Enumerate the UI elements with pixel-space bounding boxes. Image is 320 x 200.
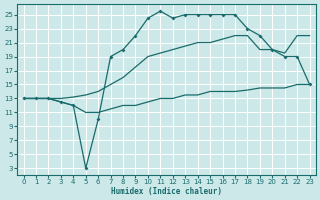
X-axis label: Humidex (Indice chaleur): Humidex (Indice chaleur) [111,187,222,196]
